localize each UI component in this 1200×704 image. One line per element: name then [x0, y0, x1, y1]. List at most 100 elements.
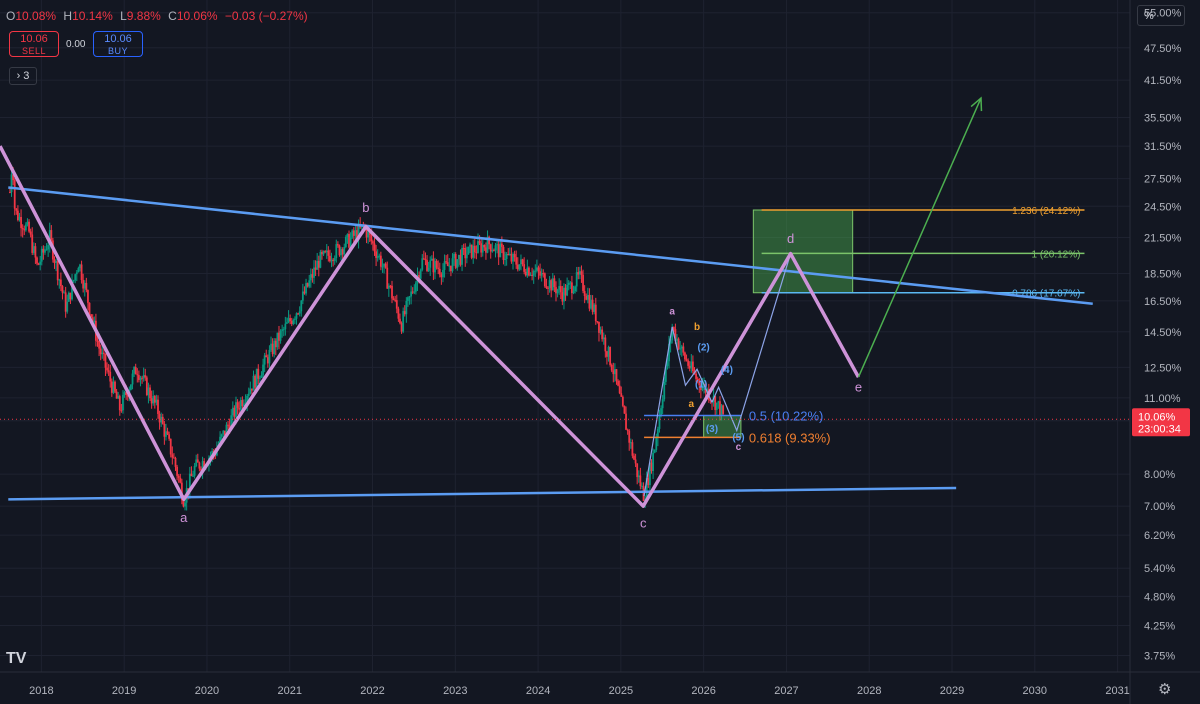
- candle-body: [28, 221, 30, 232]
- candle-body: [462, 248, 465, 250]
- candle-body: [134, 366, 137, 375]
- candle-body: [625, 413, 627, 430]
- candle-body: [282, 329, 285, 331]
- candle-body: [555, 287, 557, 294]
- candle-body: [424, 259, 427, 261]
- candle-body: [477, 241, 479, 253]
- candle-body: [147, 387, 150, 396]
- candle-body: [688, 365, 691, 369]
- candle-body: [201, 461, 204, 471]
- candle-body: [349, 237, 352, 248]
- percent-scale-button[interactable]: %: [1137, 5, 1185, 26]
- candle-body: [249, 388, 252, 394]
- candle-body: [502, 246, 505, 260]
- candle-body: [120, 410, 123, 412]
- candle-body: [313, 267, 315, 278]
- candle-body: [13, 180, 16, 209]
- gear-icon[interactable]: ⚙: [1158, 681, 1172, 698]
- retrace-level-label: 0.5 (10.22%): [749, 409, 823, 424]
- candle-body: [80, 264, 83, 280]
- projection-line: [857, 97, 982, 378]
- candle-body: [464, 248, 467, 259]
- candle-body: [96, 340, 99, 342]
- candle-body: [720, 405, 723, 416]
- y-tick-label: 12.50%: [1144, 362, 1182, 374]
- candle-body: [427, 267, 430, 271]
- candle-body: [82, 279, 85, 289]
- candle-body: [10, 174, 13, 193]
- candle-body: [39, 261, 42, 265]
- candle-body: [672, 327, 675, 330]
- candle-body: [295, 313, 298, 319]
- candle-body: [314, 267, 317, 270]
- candle-body: [553, 278, 556, 288]
- candle-body: [626, 429, 629, 431]
- candle-body: [454, 253, 457, 268]
- candle-body: [475, 252, 478, 254]
- candle-body: [336, 244, 339, 246]
- candle-body: [152, 396, 155, 404]
- candle-body: [222, 430, 225, 435]
- candle-body: [15, 208, 18, 211]
- candle-body: [99, 348, 102, 355]
- candle-body: [523, 264, 526, 272]
- candle-body: [79, 264, 81, 269]
- candle-body: [56, 261, 59, 281]
- candle-body: [459, 254, 462, 265]
- candle-body: [690, 361, 693, 369]
- sell-button[interactable]: 10.06 SELL: [9, 31, 59, 57]
- candle-body: [173, 457, 175, 459]
- candle-body: [426, 260, 428, 271]
- candle-body: [225, 424, 228, 436]
- candle-body: [352, 230, 355, 236]
- buy-button[interactable]: 10.06 BUY: [93, 31, 143, 57]
- candle-body: [47, 245, 50, 250]
- candle-body: [332, 259, 335, 262]
- candle-body: [384, 263, 387, 268]
- candle-body: [717, 401, 720, 403]
- candle-body: [324, 251, 327, 253]
- candle-body: [370, 234, 373, 242]
- candle-body: [569, 282, 572, 284]
- candle-body: [456, 259, 459, 268]
- candle-body: [110, 381, 113, 393]
- x-tick-label: 2027: [774, 685, 798, 697]
- candle-body: [418, 274, 420, 279]
- candle-body: [133, 366, 136, 374]
- candle-body: [413, 291, 416, 293]
- indicator-toggle[interactable]: › 3: [9, 67, 37, 85]
- candle-body: [341, 249, 344, 255]
- retrace-level-label: 0.618 (9.33%): [749, 430, 831, 445]
- candle-body: [150, 398, 153, 404]
- candle-body: [399, 318, 401, 324]
- candle-body: [125, 392, 128, 396]
- y-tick-label: 55.00%: [1144, 8, 1182, 20]
- candle-body: [512, 253, 514, 262]
- candle-body: [72, 280, 75, 282]
- x-tick-label: 2019: [112, 685, 136, 697]
- candle-body: [20, 216, 22, 228]
- candle-body: [211, 451, 214, 456]
- candle-body: [609, 346, 612, 365]
- candle-body: [157, 399, 159, 414]
- candle-body: [298, 311, 301, 314]
- candle-body: [563, 287, 565, 302]
- candle-body: [722, 405, 725, 414]
- candle-body: [513, 253, 516, 258]
- x-tick-label: 2028: [857, 685, 881, 697]
- candle-body: [709, 399, 712, 401]
- candle-body: [40, 248, 43, 262]
- candle-body: [442, 269, 444, 278]
- candle-body: [566, 284, 569, 296]
- candle-body: [311, 274, 314, 278]
- candle-body: [251, 388, 253, 391]
- candle-body: [69, 292, 72, 300]
- candle-body: [571, 282, 573, 294]
- candle-body: [403, 311, 406, 315]
- candle-body: [489, 244, 492, 252]
- candle-body: [676, 338, 678, 341]
- candle-body: [346, 233, 349, 237]
- candle-body: [473, 245, 476, 253]
- candle-body: [633, 455, 635, 460]
